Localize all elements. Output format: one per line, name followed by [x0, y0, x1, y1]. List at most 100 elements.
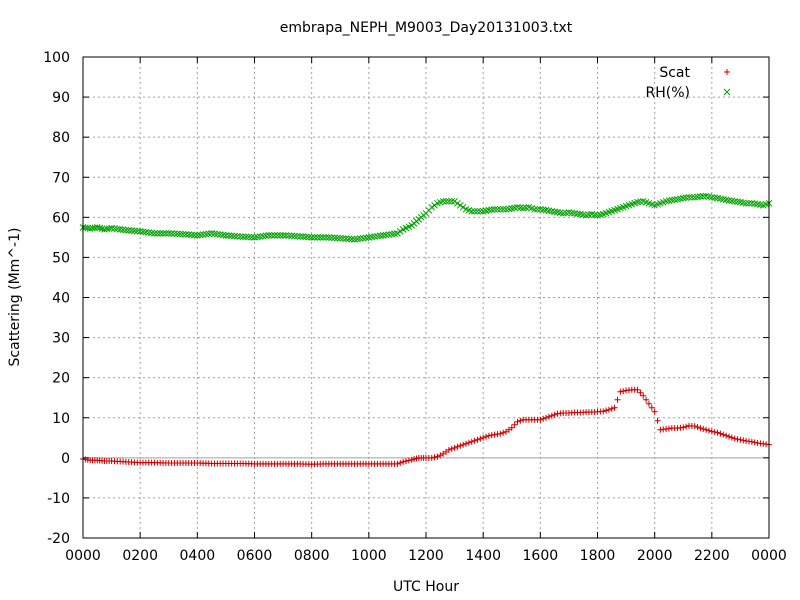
data-point [168, 230, 175, 237]
data-point [439, 197, 447, 205]
data-point [405, 457, 412, 464]
x-tick-label: 0000 [751, 548, 787, 564]
data-point [671, 196, 679, 204]
data-point [225, 232, 233, 239]
data-point [339, 235, 347, 242]
data-point [697, 425, 704, 432]
data-point [274, 232, 281, 239]
data-point [562, 209, 570, 217]
data-point [431, 454, 438, 461]
data-point [514, 418, 521, 425]
data-point [434, 453, 441, 460]
data-point [128, 227, 135, 234]
data-point [354, 235, 361, 243]
data-point [445, 446, 452, 453]
series-rh [79, 192, 773, 243]
data-point [196, 231, 204, 239]
x-tick-label: 0000 [65, 548, 101, 564]
data-point [445, 197, 453, 205]
data-point [356, 235, 364, 242]
data-point [202, 230, 210, 238]
legend-label-scat: Scat [659, 65, 690, 81]
data-point [125, 227, 133, 234]
data-point [471, 437, 478, 444]
data-point [737, 436, 744, 443]
data-point [442, 197, 450, 205]
data-point [305, 233, 313, 241]
data-point [259, 232, 267, 240]
data-point [213, 230, 221, 238]
data-point [371, 233, 378, 240]
data-point [294, 232, 301, 240]
data-point [148, 229, 155, 237]
plot-frame [82, 56, 770, 539]
data-point [179, 230, 187, 238]
data-point [296, 233, 304, 240]
data-point [131, 227, 138, 235]
data-point [617, 388, 624, 395]
chart-title: embrapa_NEPH_M9003_Day20131003.txt [280, 20, 573, 36]
data-point [711, 194, 719, 202]
x-tick-label: 0800 [294, 548, 330, 564]
data-point [468, 207, 476, 215]
data-point [637, 198, 644, 206]
data-point [534, 205, 541, 213]
data-point [574, 210, 581, 218]
data-point [428, 454, 435, 461]
data-point [519, 204, 527, 212]
y-tick-label: 80 [52, 130, 70, 146]
data-point [668, 196, 676, 204]
data-point [265, 232, 273, 239]
data-point [485, 432, 492, 439]
data-point [708, 428, 715, 435]
data-point [711, 428, 718, 435]
data-point [256, 233, 264, 240]
data-point [171, 230, 178, 238]
data-point [697, 193, 704, 200]
data-point [740, 437, 747, 444]
data-point [459, 203, 467, 211]
legend-marker-rh [723, 88, 731, 96]
data-point [113, 225, 121, 233]
data-point [725, 197, 733, 204]
data-point [139, 228, 147, 236]
data-point [165, 230, 173, 237]
data-point [322, 234, 330, 241]
x-tick-label: 1000 [351, 548, 387, 564]
data-point [193, 232, 201, 239]
data-point [705, 427, 712, 434]
data-point [522, 204, 530, 212]
data-point [254, 233, 261, 241]
data-series [79, 192, 773, 468]
data-point [242, 233, 250, 241]
data-point [376, 232, 384, 240]
data-point [448, 197, 456, 205]
y-tick-label: 70 [52, 170, 70, 186]
data-point [308, 234, 316, 241]
data-point [699, 192, 707, 200]
data-point [454, 199, 461, 207]
data-point [748, 438, 755, 445]
x-tick-label: 0600 [237, 548, 273, 564]
data-point [742, 199, 750, 207]
data-point [694, 424, 701, 431]
data-point [156, 230, 164, 237]
data-point [93, 224, 101, 231]
x-tick-label: 1400 [465, 548, 501, 564]
data-point [480, 434, 487, 441]
data-point [751, 200, 759, 208]
data-point [211, 230, 218, 238]
data-point [551, 208, 558, 216]
y-tick-label: -20 [47, 531, 70, 547]
data-point [319, 234, 327, 241]
data-point [316, 234, 324, 241]
data-point [651, 408, 658, 415]
data-point [682, 194, 690, 202]
data-point [394, 460, 401, 467]
data-point [400, 458, 407, 465]
data-point [637, 389, 644, 396]
data-point [700, 425, 707, 432]
data-point [397, 459, 404, 466]
data-point [465, 439, 472, 446]
